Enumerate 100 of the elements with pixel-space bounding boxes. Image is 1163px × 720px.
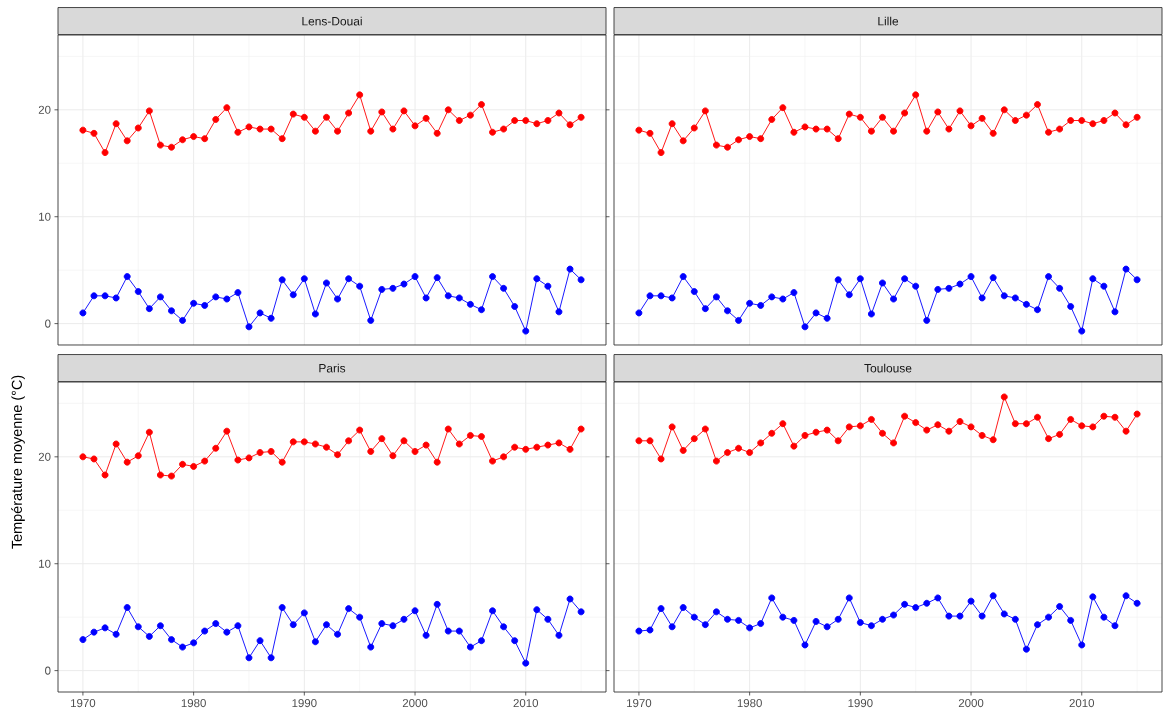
point [168,143,175,151]
y-tick-label: 0 [45,666,51,675]
point [856,113,864,121]
point [1133,276,1141,284]
point [422,631,430,639]
point [1067,117,1075,124]
x-tick-label: 2010 [513,699,539,708]
point [867,127,875,135]
point [1078,117,1086,124]
point [566,121,574,129]
point [679,273,687,281]
point [1133,410,1141,418]
point [90,292,98,300]
point [735,616,742,624]
point [323,113,330,121]
point [156,141,164,149]
point [945,284,953,292]
point [1067,303,1075,310]
point [555,308,563,316]
y-tick-label: 10 [39,559,51,568]
point [323,621,330,629]
point [500,453,508,461]
point [1100,412,1108,420]
point [145,107,153,115]
point [779,104,787,112]
point [367,127,375,135]
point [712,457,720,465]
point [1022,111,1030,119]
point [378,435,386,443]
point [845,594,853,602]
point [635,437,643,445]
point [123,137,131,145]
point [112,120,120,128]
point [201,135,209,143]
point [500,284,508,292]
point [1034,101,1041,108]
point [367,643,375,651]
point [478,101,485,108]
point [989,592,997,600]
point [790,128,798,136]
point [1022,645,1030,653]
point [1056,125,1064,133]
chart-title: Toulouse [864,363,912,373]
point [300,438,308,446]
point [223,295,231,303]
point [555,439,563,447]
point [890,611,897,619]
point [522,117,530,124]
point [234,289,242,297]
point [433,274,441,282]
point [735,136,742,144]
point [533,443,541,451]
point [234,456,242,464]
y-tick-label: 0 [45,319,51,328]
point [134,288,142,295]
point [234,128,242,136]
point [400,280,408,288]
point [1089,423,1097,431]
y-axis-title: Température moyenne (°C) [11,375,25,549]
point [724,307,731,315]
chart-title: Lens-Douai [302,16,362,26]
point [300,609,308,617]
point [356,282,364,290]
point [735,316,742,324]
point [289,621,297,629]
point [245,123,253,131]
point [500,125,508,133]
point [212,293,220,301]
point [245,454,253,462]
point [112,630,120,638]
point [790,289,798,297]
point [978,612,986,620]
point [879,615,886,623]
point [701,107,709,115]
point [945,125,953,133]
point [101,624,109,632]
point [168,472,175,480]
point [90,628,98,636]
point [278,276,286,284]
point [300,275,308,283]
x-tick-label: 1980 [737,699,762,708]
point [724,143,731,151]
x-tick-label: 1990 [848,699,873,708]
point [79,636,87,644]
point [278,604,286,611]
point [334,451,341,459]
point [1133,599,1141,607]
point [334,295,341,303]
point [679,446,687,454]
point [489,607,496,615]
point [1111,413,1119,421]
point [989,129,997,137]
point [533,275,541,283]
point [156,293,164,301]
point [856,422,864,430]
point [657,605,665,613]
point [79,453,87,461]
point [779,613,787,621]
x-tick-label: 2000 [958,699,984,708]
x-tick-label: 1970 [627,699,652,708]
